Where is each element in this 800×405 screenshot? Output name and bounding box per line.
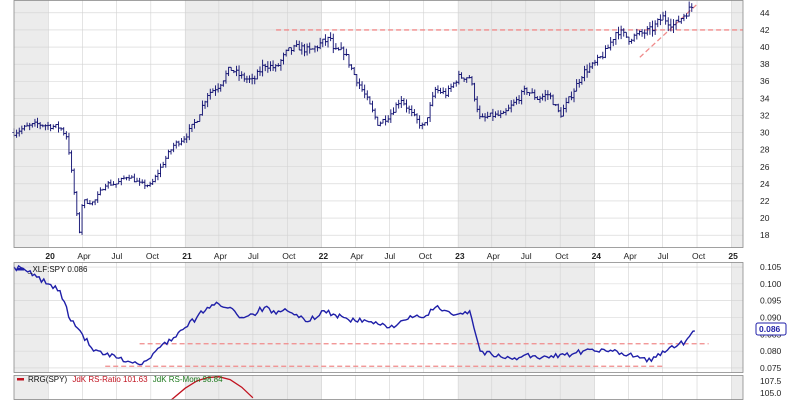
ratio-last-value-text: 0.086 [759, 324, 781, 334]
rrg-legend-lead: RRG(SPY) [28, 375, 67, 384]
year-band [48, 0, 185, 248]
x-tick-label: 24 [592, 251, 602, 261]
ratio-last-value-badge: 0.086 [756, 323, 786, 335]
rrg-legend-label: RRG(SPY) JdK RS-Ratio 101.63 JdK RS-Mom … [28, 375, 223, 384]
x-tick-label: Oct [282, 251, 296, 261]
price-y-tick-label: 18 [760, 230, 770, 240]
x-tick-label: 25 [728, 251, 738, 261]
price-y-tick-label: 38 [760, 59, 770, 69]
price-y-tick-label: 42 [760, 25, 770, 35]
x-tick-label: 21 [182, 251, 192, 261]
x-tick-label: Apr [350, 251, 363, 261]
price-y-tick-label: 26 [760, 162, 770, 172]
year-band [595, 375, 732, 400]
x-tick-label: Apr [624, 251, 637, 261]
x-tick-label: Jul [248, 251, 259, 261]
x-tick-label: Oct [146, 251, 160, 261]
ratio-y-tick-label: 0.100 [760, 279, 782, 289]
ratio-y-tick-label: 0.075 [760, 363, 782, 373]
ratio-y-tick-label: 0.080 [760, 346, 782, 356]
ratio-y-tick-label: 0.105 [760, 262, 782, 272]
x-tick-label: Apr [214, 251, 227, 261]
time-bands [14, 0, 743, 400]
x-tick-label: 23 [455, 251, 465, 261]
rrg-legend-mom: JdK RS-Mom 98.84 [153, 375, 223, 384]
year-band [322, 375, 458, 400]
price-y-tick-label: 20 [760, 213, 770, 223]
x-tick-label: 22 [319, 251, 329, 261]
year-band [14, 0, 48, 248]
x-tick-label: Oct [692, 251, 706, 261]
ratio-legend: _XLF:SPY 0.086 [17, 265, 88, 274]
ratio-legend-label: _XLF:SPY 0.086 [27, 265, 88, 274]
ratio-y-tick-label: 0.090 [760, 313, 782, 323]
rrg-legend-swatch [17, 378, 24, 381]
year-band [322, 0, 458, 248]
price-y-tick-label: 32 [760, 110, 770, 120]
rrg-legend: RRG(SPY) JdK RS-Ratio 101.63 JdK RS-Mom … [17, 375, 223, 384]
rrg-y-tick-label: 107.5 [760, 376, 782, 386]
price-y-tick-label: 36 [760, 76, 770, 86]
rrg-legend-ratio: JdK RS-Ratio 101.63 [72, 375, 148, 384]
x-tick-label: Oct [555, 251, 569, 261]
x-tick-label: 20 [45, 251, 55, 261]
ratio-y-tick-label: 0.095 [760, 296, 782, 306]
price-y-tick-label: 34 [760, 93, 770, 103]
ratio-legend-swatch [17, 268, 24, 271]
year-band [731, 375, 743, 400]
price-y-tick-label: 40 [760, 42, 770, 52]
x-tick-label: Jul [521, 251, 532, 261]
x-tick-label: Apr [77, 251, 90, 261]
price-y-tick-label: 30 [760, 128, 770, 138]
price-y-tick-label: 28 [760, 145, 770, 155]
year-band [185, 0, 321, 248]
price-y-tick-label: 44 [760, 8, 770, 18]
x-tick-label: Jul [384, 251, 395, 261]
year-band [458, 0, 594, 248]
rrg-y-tick-label: 105.0 [760, 388, 782, 398]
price-y-tick-label: 24 [760, 179, 770, 189]
year-band [595, 0, 732, 248]
x-tick-label: Jul [111, 251, 122, 261]
price-y-tick-label: 22 [760, 196, 770, 206]
x-tick-label: Jul [658, 251, 669, 261]
x-tick-label: Apr [487, 251, 500, 261]
year-band [458, 375, 594, 400]
x-tick-label: Oct [419, 251, 433, 261]
year-band [731, 0, 743, 248]
